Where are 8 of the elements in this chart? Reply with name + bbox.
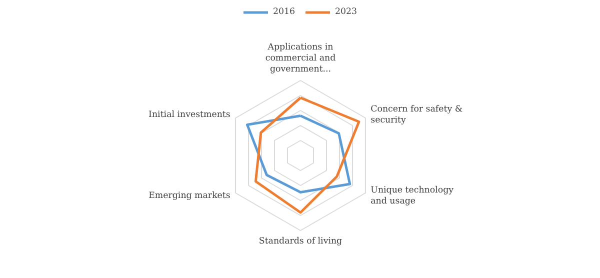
- spoke-label: Unique technology and usage: [370, 186, 454, 206]
- legend-label: 2023: [335, 7, 358, 17]
- spoke-label: Concern for safety & security: [370, 104, 463, 126]
- spoke-label: Initial investments: [148, 110, 230, 120]
- spoke-label: Applications in commercial and government...: [265, 42, 336, 74]
- legend-label: 2016: [272, 7, 295, 17]
- spoke-label: Standards of living: [258, 236, 343, 246]
- spoke-label: Emerging markets: [148, 191, 230, 201]
